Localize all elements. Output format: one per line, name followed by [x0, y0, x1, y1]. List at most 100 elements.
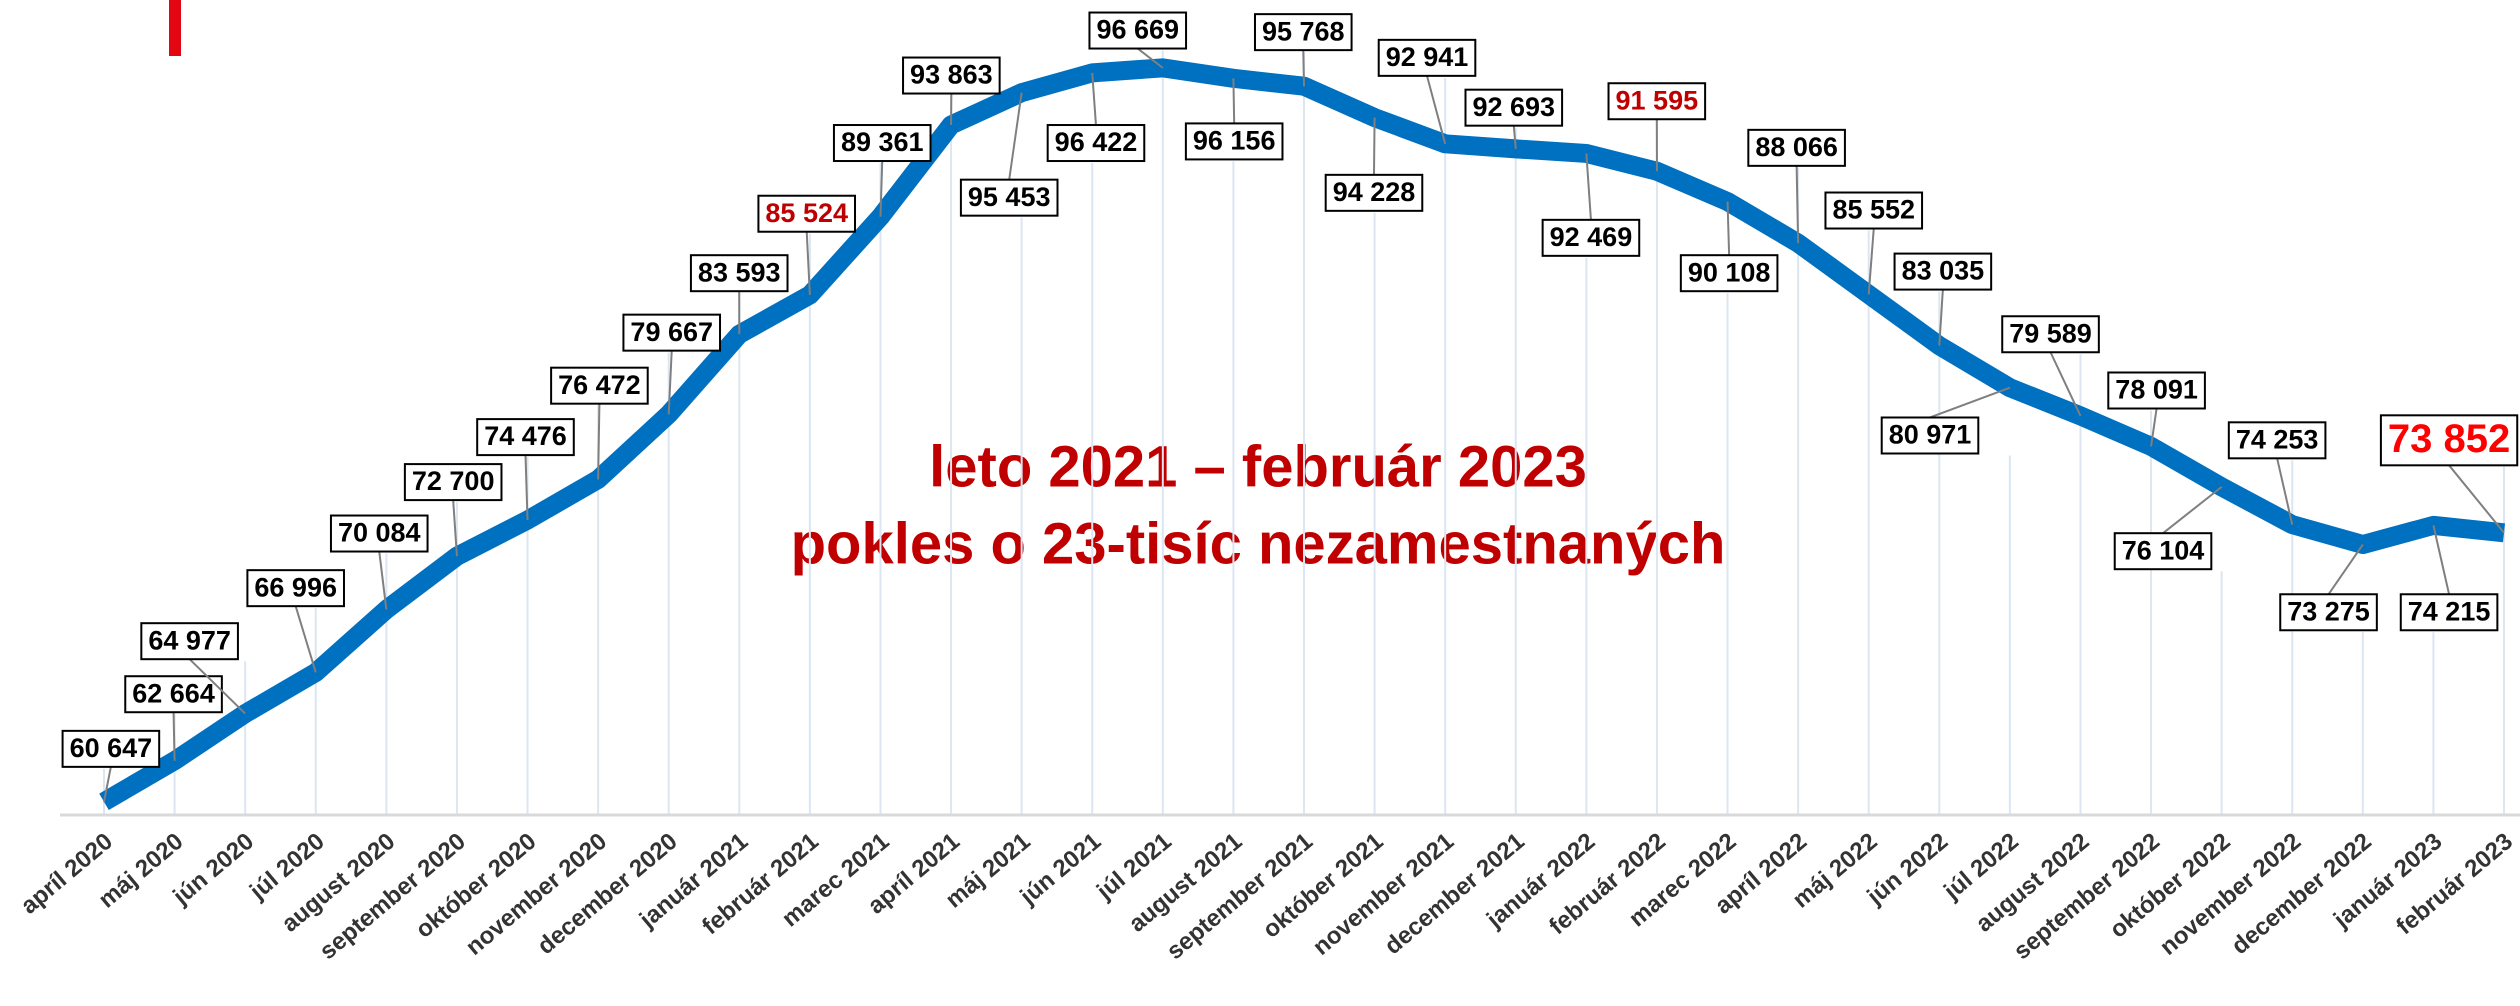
leader-line: [2150, 408, 2158, 447]
data-label-box: [1607, 82, 1707, 121]
data-label-text: 80 971: [1889, 420, 1972, 450]
annotation: pokles o 23-tisíc nezamestnaných: [791, 511, 1726, 576]
leader-line: [103, 766, 112, 803]
data-label-box: [140, 622, 239, 661]
data-label: 85 524: [757, 194, 857, 295]
data-label-text: 70 084: [338, 518, 421, 548]
data-label-box: [1824, 191, 1924, 230]
leader-line: [1938, 289, 1944, 346]
data-label: 60 647: [61, 729, 161, 803]
data-label-box: [2107, 371, 2206, 410]
leader-line: [1795, 165, 1800, 244]
data-label-text: 73 275: [2287, 596, 2370, 626]
data-label-box: [832, 124, 932, 163]
data-label-text: 78 091: [2115, 375, 2198, 405]
data-label-box: [1088, 11, 1188, 50]
data-label-text: 96 156: [1193, 126, 1276, 156]
data-label-text: 92 469: [1550, 222, 1633, 252]
leader-line: [2276, 458, 2294, 525]
data-label-box: [329, 514, 429, 553]
leader-line: [2448, 464, 2505, 534]
data-label-text: 90 108: [1688, 257, 1771, 287]
data-label-text: 66 996: [254, 572, 337, 602]
leader-line: [294, 605, 317, 673]
data-label-text: 62 664: [132, 678, 215, 708]
leader-line: [1726, 201, 1731, 256]
data-label-box: [1541, 218, 1641, 257]
leader-line: [1426, 75, 1447, 145]
data-label-text: 93 863: [910, 60, 993, 90]
data-label: 91 595: [1607, 82, 1707, 172]
data-label-box: [2001, 315, 2100, 354]
data-label-box: [2379, 414, 2519, 467]
data-label: 96 156: [1184, 78, 1284, 161]
data-label-box: [757, 194, 857, 233]
data-label-text: 96 669: [1096, 15, 1179, 45]
data-label: 92 941: [1377, 38, 1477, 145]
data-label: 76 472: [550, 366, 649, 480]
data-label: 83 035: [1893, 252, 1993, 346]
data-label-box: [689, 254, 789, 293]
data-label-box: [550, 366, 649, 405]
data-label-text: 64 977: [148, 625, 231, 655]
data-label: 70 084: [329, 514, 429, 610]
data-label-box: [1324, 173, 1424, 212]
data-label-box: [2113, 532, 2213, 571]
data-label-box: [1880, 416, 1980, 455]
leader-line: [1091, 72, 1097, 126]
data-label-box: [61, 729, 161, 768]
leader-line: [2327, 543, 2364, 595]
data-label-text: 95 768: [1262, 16, 1345, 46]
leader-line: [805, 231, 811, 295]
data-label-text: 74 215: [2408, 596, 2491, 626]
data-label: 66 996: [246, 569, 345, 673]
leader-line: [1929, 386, 2011, 419]
data-label: 89 361: [832, 124, 932, 217]
data-label-text: 95 453: [968, 182, 1051, 212]
data-label: 74 215: [2399, 525, 2499, 632]
leader-line: [1008, 92, 1023, 180]
data-label: 85 552: [1824, 191, 1924, 295]
data-label-text: 76 472: [558, 370, 641, 400]
data-label-box: [902, 56, 1001, 95]
data-label: 94 228: [1324, 117, 1424, 212]
data-label-text: 60 647: [70, 733, 153, 763]
data-label-box: [1184, 122, 1284, 161]
data-label: 92 693: [1464, 88, 1564, 149]
data-label: 74 476: [476, 418, 575, 521]
data-label-box: [1747, 128, 1846, 167]
data-label: 64 977: [140, 622, 246, 715]
leader-line: [524, 455, 529, 521]
data-label-box: [1377, 38, 1477, 77]
data-label-box: [1893, 252, 1993, 291]
data-label-text: 92 693: [1472, 92, 1555, 122]
data-label: 88 066: [1747, 128, 1846, 244]
data-label-text: 89 361: [841, 127, 924, 157]
data-label-text: 83 593: [698, 257, 781, 287]
data-label-text: 88 066: [1755, 132, 1838, 162]
data-label: 96 669: [1088, 11, 1188, 69]
data-label: 90 108: [1679, 201, 1779, 293]
leader-line: [452, 500, 458, 557]
data-label-box: [1046, 124, 1146, 163]
leader-line: [2162, 486, 2223, 534]
data-label-box: [246, 569, 345, 608]
data-label-text: 73 852: [2388, 417, 2510, 461]
leader-line: [1867, 228, 1875, 295]
leader-line: [667, 350, 673, 415]
data-label-box: [1679, 254, 1779, 293]
annotation: leto 2021 – február 2023: [929, 434, 1587, 499]
data-label-text: 79 667: [630, 317, 713, 347]
data-label-box: [1464, 88, 1564, 127]
data-label: 95 453: [959, 92, 1059, 217]
leader-line: [2432, 525, 2451, 595]
logo-bar: [169, 0, 181, 56]
data-label-text: 72 700: [412, 466, 495, 496]
data-label: 79 589: [2001, 315, 2100, 417]
x-tick-label: apríl 2020: [16, 828, 118, 920]
leader-line: [879, 160, 884, 217]
data-label: 78 091: [2107, 371, 2206, 447]
data-label-box: [2227, 421, 2327, 460]
data-label: 79 667: [622, 313, 722, 415]
